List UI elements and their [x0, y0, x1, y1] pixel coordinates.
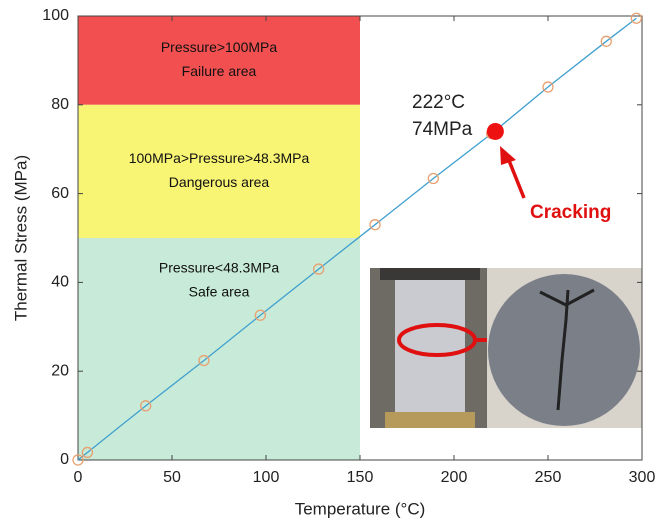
- series-line: [77, 17, 637, 461]
- region-label: Failure area: [182, 63, 257, 79]
- point: [312, 263, 325, 275]
- x-tick-label: 250: [535, 469, 562, 486]
- point: [427, 172, 439, 185]
- highlight-ring: [397, 323, 477, 357]
- x-tick-label: 100: [253, 469, 280, 486]
- y-tick-label: 80: [51, 96, 69, 113]
- x-axis-label: Temperature (°C): [295, 499, 426, 518]
- annotation: 222°C: [412, 92, 465, 113]
- point: [542, 81, 554, 93]
- point: [198, 354, 210, 367]
- point: [140, 400, 152, 412]
- crack-arrow: [506, 157, 526, 199]
- region-label: Pressure<48.3MPa: [159, 260, 279, 276]
- region-label: Safe area: [189, 284, 250, 300]
- photos: [370, 268, 642, 428]
- annotation: Cracking: [530, 202, 611, 223]
- y-tick-label: 40: [51, 274, 69, 291]
- y-tick-label: 60: [51, 185, 69, 202]
- x-tick-label: 200: [441, 469, 468, 486]
- point: [369, 219, 381, 231]
- point: [254, 309, 267, 321]
- x-tick-label: 0: [74, 469, 83, 486]
- region-label: 100MPa>Pressure>48.3MPa: [129, 150, 310, 166]
- x-tick-label: 150: [347, 469, 374, 486]
- highlight-point: [486, 122, 504, 140]
- crack-arrowhead: [500, 146, 516, 165]
- point: [72, 454, 84, 466]
- plot: 0 50 100 150 200 250 300 0 20 40 60 80 100: [42, 7, 655, 486]
- point: [630, 12, 643, 24]
- y-axis-label: Thermal Stress (MPa): [11, 155, 30, 321]
- y-tick-label: 100: [42, 7, 69, 24]
- press-top: [380, 268, 480, 280]
- crack: [539, 288, 595, 411]
- region-label: Pressure>100MPa: [161, 39, 278, 55]
- x-tick-label: 300: [629, 469, 656, 486]
- region: [78, 16, 360, 105]
- press-base: [385, 412, 475, 428]
- point: [81, 446, 94, 459]
- x-tick-label: 50: [163, 469, 181, 486]
- y-tick-label: 0: [60, 451, 69, 468]
- y-tick-label: 20: [51, 362, 69, 379]
- region-label: Dangerous area: [169, 174, 270, 190]
- annotation: 74MPa: [412, 119, 473, 140]
- region: [78, 104, 360, 238]
- regions: Pressure>100MPa Failure area 100MPa>Pressu…: [78, 16, 360, 460]
- point: [600, 35, 612, 47]
